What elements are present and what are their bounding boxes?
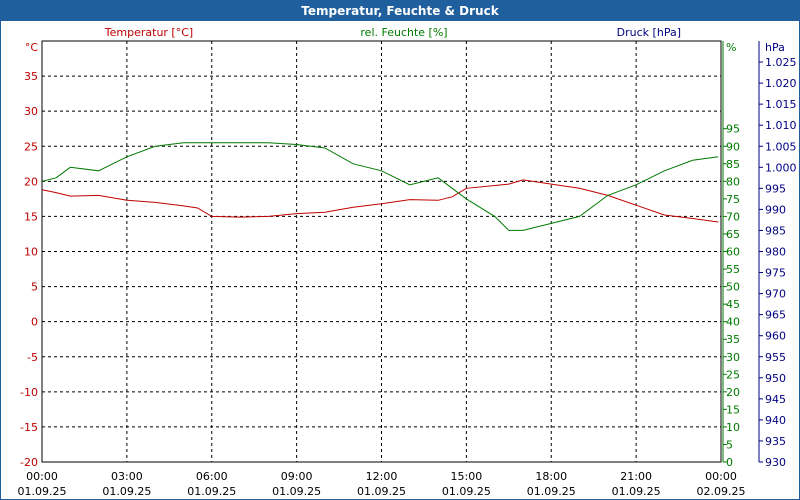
temperature-unit-label: °C (25, 41, 39, 54)
temperature-tick-label: 30 (24, 105, 38, 118)
pressure-tick-label: 1.020 (765, 77, 797, 90)
temperature-tick-label: 10 (24, 246, 38, 259)
x-tick-date-label: 01.09.25 (357, 485, 406, 498)
humidity-tick-label: 20 (726, 386, 740, 399)
x-tick-date-label: 01.09.25 (442, 485, 491, 498)
pressure-tick-label: 970 (765, 288, 786, 301)
pressure-tick-label: 995 (765, 182, 786, 195)
temperature-series-line (41, 179, 719, 223)
humidity-tick-label: 95 (726, 123, 740, 136)
pressure-tick-label: 1.005 (765, 140, 797, 153)
humidity-tick-label: 75 (726, 193, 740, 206)
humidity-tick-label: 15 (726, 403, 740, 416)
pressure-tick-label: 955 (765, 351, 786, 364)
x-tick-time-label: 21:00 (620, 470, 652, 483)
x-tick-date-label: 01.09.25 (612, 485, 661, 498)
pressure-unit-label: hPa (765, 41, 785, 54)
pressure-tick-label: 940 (765, 414, 786, 427)
temperature-tick-label: 15 (24, 210, 38, 223)
temperature-tick-label: 25 (24, 140, 38, 153)
x-tick-time-label: 12:00 (366, 470, 398, 483)
temperature-tick-label: -5 (27, 351, 38, 364)
x-tick-time-label: 09:00 (281, 470, 313, 483)
chart-title: Temperatur, Feuchte & Druck (1, 1, 799, 21)
pressure-tick-label: 950 (765, 372, 786, 385)
humidity-tick-label: 40 (726, 316, 740, 329)
humidity-tick-label: 30 (726, 351, 740, 364)
humidity-tick-label: 25 (726, 368, 740, 381)
humidity-tick-label: 55 (726, 263, 740, 276)
x-tick-time-label: 15:00 (451, 470, 483, 483)
temperature-tick-label: -10 (20, 386, 38, 399)
x-tick-date-label: 01.09.25 (18, 485, 67, 498)
x-tick-date-label: 01.09.25 (102, 485, 151, 498)
pressure-tick-label: 985 (765, 224, 786, 237)
humidity-tick-label: 90 (726, 140, 740, 153)
temperature-tick-label: -15 (20, 421, 38, 434)
humidity-tick-label: 65 (726, 228, 740, 241)
pressure-tick-label: 965 (765, 309, 786, 322)
x-tick-time-label: 00:00 (705, 470, 737, 483)
pressure-tick-label: 1.015 (765, 98, 797, 111)
humidity-tick-label: 35 (726, 333, 740, 346)
humidity-series-line (41, 142, 719, 231)
pressure-tick-label: 975 (765, 267, 786, 280)
temperature-tick-label: -20 (20, 456, 38, 469)
x-tick-date-label: 02.09.25 (697, 485, 746, 498)
pressure-tick-label: 960 (765, 330, 786, 343)
pressure-tick-label: 1.000 (765, 161, 797, 174)
pressure-axis-title: Druck [hPa] (617, 26, 681, 39)
pressure-tick-label: 1.010 (765, 119, 797, 132)
temperature-tick-label: 5 (31, 281, 38, 294)
humidity-tick-label: 70 (726, 210, 740, 223)
temperature-tick-label: 35 (24, 70, 38, 83)
x-tick-date-label: 01.09.25 (187, 485, 236, 498)
humidity-tick-label: 0 (726, 456, 733, 469)
temperature-tick-label: 0 (31, 316, 38, 329)
humidity-tick-label: 50 (726, 281, 740, 294)
temperature-axis-title: Temperatur [°C] (104, 26, 193, 39)
humidity-axis-title: rel. Feuchte [%] (360, 26, 447, 39)
pressure-tick-label: 980 (765, 246, 786, 259)
pressure-tick-label: 930 (765, 456, 786, 469)
pressure-tick-label: 935 (765, 435, 786, 448)
pressure-tick-label: 990 (765, 203, 786, 216)
x-tick-time-label: 06:00 (196, 470, 228, 483)
humidity-tick-label: 80 (726, 175, 740, 188)
humidity-tick-label: 85 (726, 158, 740, 171)
humidity-tick-label: 60 (726, 246, 740, 259)
humidity-unit-label: % (726, 41, 736, 54)
humidity-tick-label: 5 (726, 438, 733, 451)
pressure-tick-label: 1.025 (765, 56, 797, 69)
temperature-tick-label: 20 (24, 175, 38, 188)
x-tick-date-label: 01.09.25 (272, 485, 321, 498)
x-tick-time-label: 18:00 (535, 470, 567, 483)
humidity-tick-label: 45 (726, 298, 740, 311)
x-tick-time-label: 03:00 (111, 470, 143, 483)
humidity-tick-label: 10 (726, 421, 740, 434)
x-tick-time-label: 00:00 (26, 470, 58, 483)
x-tick-date-label: 01.09.25 (527, 485, 576, 498)
pressure-tick-label: 945 (765, 393, 786, 406)
